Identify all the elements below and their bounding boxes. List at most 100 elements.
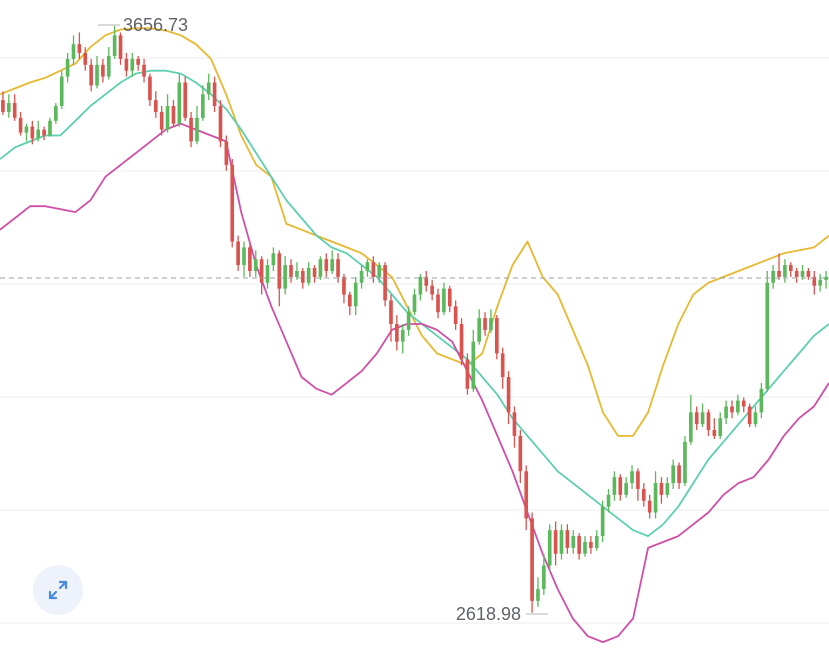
candle — [747, 403, 752, 428]
candle — [512, 406, 517, 448]
candle — [477, 309, 481, 345]
candle — [741, 397, 746, 413]
candle-body — [618, 477, 623, 495]
candle-body — [771, 270, 775, 283]
candle-body — [406, 312, 411, 330]
candle — [724, 400, 728, 425]
candle-body — [547, 530, 552, 566]
candle-body — [436, 294, 440, 313]
candle-body — [759, 388, 764, 413]
candle-body — [747, 406, 752, 425]
candle-body — [694, 412, 699, 425]
candle — [536, 577, 540, 607]
candle — [736, 394, 740, 416]
candle-body — [824, 276, 828, 280]
candle-body — [383, 265, 387, 301]
candle-body — [18, 117, 23, 133]
candle-body — [165, 106, 170, 130]
candle-body — [230, 164, 235, 242]
candle — [600, 500, 605, 542]
candle — [506, 371, 511, 425]
candle-body — [524, 471, 529, 519]
candle — [77, 32, 82, 59]
candle — [89, 58, 93, 92]
candle-body — [342, 276, 346, 295]
candle-body — [659, 483, 664, 495]
candle-body — [248, 247, 252, 271]
candle — [348, 291, 352, 316]
candle-body — [124, 58, 129, 71]
candle-body — [12, 103, 17, 118]
candle-body — [565, 530, 570, 548]
candle — [212, 76, 217, 112]
candle-body — [783, 265, 787, 277]
candle — [65, 53, 70, 83]
expand-button[interactable] — [33, 565, 83, 615]
candle — [612, 471, 617, 501]
candle — [606, 488, 611, 513]
candle — [683, 435, 687, 486]
candle — [18, 111, 23, 136]
candle — [489, 309, 493, 333]
candle — [530, 512, 534, 613]
candle — [800, 265, 805, 280]
candle-body — [130, 58, 135, 71]
candle-body — [265, 265, 270, 283]
candle — [583, 536, 587, 557]
candle-body — [6, 103, 11, 112]
candle — [389, 294, 393, 342]
candles — [1, 25, 828, 613]
candle-body — [542, 565, 546, 590]
candle-body — [253, 259, 258, 271]
candle — [788, 262, 793, 277]
candle-body — [36, 129, 41, 139]
candle — [618, 474, 623, 501]
candle-body — [283, 265, 287, 289]
candle-body — [153, 100, 158, 112]
candle — [483, 312, 487, 336]
candle — [418, 273, 423, 301]
candle-body — [465, 359, 470, 389]
candle — [630, 465, 634, 489]
candle — [542, 553, 546, 595]
candle — [312, 265, 317, 283]
candle — [371, 256, 376, 283]
candle — [195, 106, 199, 145]
candle-body — [142, 64, 146, 77]
candle-body — [277, 253, 282, 289]
candle-body — [636, 471, 640, 489]
candle-body — [530, 518, 534, 601]
upper-band-line — [0, 27, 829, 437]
candle — [559, 524, 564, 560]
candle-body — [171, 106, 176, 124]
candle — [471, 329, 476, 392]
candle — [248, 244, 252, 277]
lower-band-line — [0, 122, 829, 643]
candle — [136, 55, 140, 71]
candle-body — [195, 117, 199, 142]
candle-body — [106, 55, 111, 77]
candle-body — [259, 259, 264, 283]
candle-body — [777, 270, 781, 277]
candle-body — [212, 82, 217, 107]
candle-body — [606, 494, 611, 507]
candle-body — [348, 294, 352, 307]
candle — [395, 315, 399, 351]
candle — [101, 58, 105, 83]
candle — [518, 430, 523, 484]
candle-body — [730, 406, 734, 413]
candle — [647, 494, 652, 519]
candle-body — [206, 82, 211, 95]
candle — [12, 94, 17, 121]
candle — [436, 288, 440, 319]
candle — [295, 262, 299, 280]
candle — [712, 418, 717, 439]
candle-body — [330, 259, 335, 271]
candle — [124, 53, 129, 77]
candle-body — [624, 483, 628, 495]
candle — [95, 55, 99, 89]
candle — [641, 483, 646, 507]
candle-body — [483, 318, 487, 330]
candle-body — [753, 412, 758, 425]
candle-body — [689, 412, 693, 442]
